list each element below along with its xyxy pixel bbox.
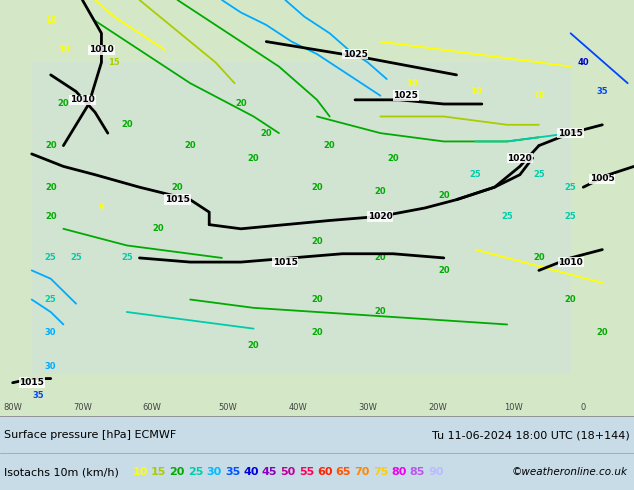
Text: 80: 80 [391, 467, 406, 477]
Text: Tu 11-06-2024 18:00 UTC (18+144): Tu 11-06-2024 18:00 UTC (18+144) [432, 430, 630, 440]
Text: 20: 20 [184, 141, 196, 150]
Text: 60W: 60W [143, 403, 162, 412]
Text: 45: 45 [262, 467, 277, 477]
Text: 20: 20 [45, 183, 56, 192]
Text: 20: 20 [324, 141, 335, 150]
Text: 25: 25 [470, 170, 481, 179]
Text: 20: 20 [311, 237, 323, 246]
Text: 65: 65 [336, 467, 351, 477]
Text: 90: 90 [428, 467, 444, 477]
Text: 25: 25 [70, 253, 82, 263]
Text: 40: 40 [578, 58, 589, 67]
Text: 75: 75 [373, 467, 388, 477]
Text: 20: 20 [172, 183, 183, 192]
Text: 20: 20 [438, 191, 450, 200]
Text: 20: 20 [565, 295, 576, 304]
Text: 80W: 80W [3, 403, 22, 412]
Text: 35: 35 [32, 391, 44, 400]
Text: 25: 25 [45, 295, 56, 304]
Text: 70W: 70W [73, 403, 92, 412]
Text: 25: 25 [45, 253, 56, 263]
Text: 1015: 1015 [273, 258, 298, 267]
Text: 30: 30 [207, 467, 222, 477]
Text: 10: 10 [533, 91, 545, 100]
Text: 1005: 1005 [590, 174, 615, 183]
Text: 25: 25 [121, 253, 133, 263]
Text: 10: 10 [45, 16, 56, 25]
Text: 1010: 1010 [70, 96, 95, 104]
Text: 25: 25 [188, 467, 203, 477]
Text: 20W: 20W [428, 403, 447, 412]
Text: 30W: 30W [358, 403, 377, 412]
Text: 1020: 1020 [507, 153, 533, 163]
Text: 20: 20 [438, 266, 450, 275]
Text: 20: 20 [58, 99, 69, 108]
Text: 10: 10 [406, 79, 418, 88]
Text: 20: 20 [248, 153, 259, 163]
Text: 10: 10 [470, 87, 481, 96]
Text: 9: 9 [98, 203, 105, 213]
Text: 20: 20 [311, 183, 323, 192]
Text: 10W: 10W [504, 403, 523, 412]
Text: 1020: 1020 [368, 212, 393, 221]
Text: 20: 20 [235, 99, 247, 108]
Text: 1025: 1025 [342, 49, 368, 59]
Text: 20: 20 [261, 128, 272, 138]
Text: 20: 20 [375, 253, 386, 263]
Text: 25: 25 [565, 183, 576, 192]
Text: 30: 30 [45, 362, 56, 370]
Text: 20: 20 [45, 141, 56, 150]
Text: 40: 40 [243, 467, 259, 477]
Text: 70: 70 [354, 467, 370, 477]
Text: 85: 85 [410, 467, 425, 477]
Text: 60: 60 [317, 467, 333, 477]
Text: 35: 35 [225, 467, 240, 477]
Text: 15: 15 [151, 467, 166, 477]
Text: 10: 10 [133, 467, 148, 477]
Text: ©weatheronline.co.uk: ©weatheronline.co.uk [512, 467, 628, 477]
Text: Surface pressure [hPa] ECMWF: Surface pressure [hPa] ECMWF [4, 430, 176, 440]
Text: 25: 25 [533, 170, 545, 179]
Text: 50W: 50W [219, 403, 238, 412]
Text: 1015: 1015 [165, 195, 190, 204]
Bar [32, 62, 571, 374]
Text: 1015: 1015 [19, 378, 44, 387]
Text: 40W: 40W [288, 403, 307, 412]
Text: 1025: 1025 [393, 91, 418, 100]
Text: 20: 20 [248, 341, 259, 350]
Text: 20: 20 [533, 253, 545, 263]
Text: 0: 0 [581, 403, 586, 412]
Text: 1010: 1010 [558, 258, 583, 267]
Text: 20: 20 [311, 328, 323, 337]
Text: 20: 20 [375, 187, 386, 196]
Text: 30: 30 [45, 328, 56, 337]
Text: 55: 55 [299, 467, 314, 477]
Text: 50: 50 [280, 467, 295, 477]
Text: 1010: 1010 [89, 46, 114, 54]
Text: 20: 20 [169, 467, 184, 477]
Text: 1015: 1015 [558, 128, 583, 138]
Text: 20: 20 [387, 153, 399, 163]
Text: 20: 20 [153, 224, 164, 233]
Text: 20: 20 [121, 121, 133, 129]
Text: 35: 35 [597, 87, 608, 96]
Text: 10: 10 [58, 46, 69, 54]
Text: 20: 20 [311, 295, 323, 304]
Text: 25: 25 [565, 212, 576, 221]
Text: 15: 15 [108, 58, 120, 67]
Text: 25: 25 [501, 212, 513, 221]
Text: 20: 20 [375, 308, 386, 317]
Text: Isotachs 10m (km/h): Isotachs 10m (km/h) [4, 467, 119, 477]
Text: 20: 20 [45, 212, 56, 221]
Text: 20: 20 [597, 328, 608, 337]
